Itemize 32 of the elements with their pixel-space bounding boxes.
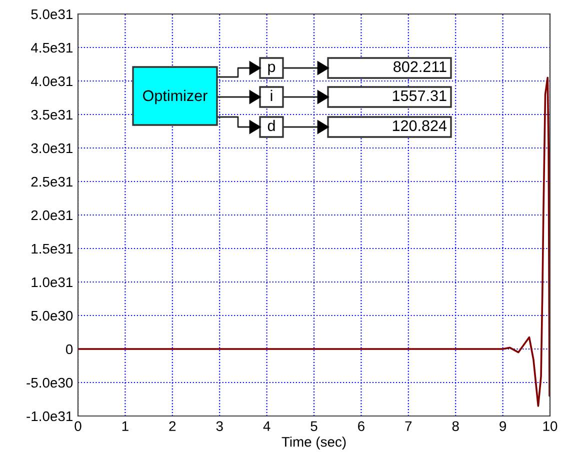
x-tick-label: 9 [500,421,506,432]
x-tick-label: 0 [74,421,82,432]
y-tick-label: 4.5e31 [30,42,72,53]
y-tick-label: 1.5e31 [32,244,72,254]
annotation: i [270,90,272,101]
x-tick-label: 4 [263,421,270,431]
x-tick-label: 3 [216,421,223,432]
y-tick-label: 4.0e31 [30,76,72,86]
y-tick-label: 2.0e31 [31,210,72,220]
x-tick-label: 1 [122,421,128,431]
y-tick-label: 1.0e31 [32,277,72,288]
annotation: 1557.31 [392,90,446,102]
x-tick-label: 5 [310,421,318,432]
y-tick-label: 0 [66,344,73,354]
y-tick-label: 3.0e31 [31,143,72,154]
x-axis-title: Time (sec) [282,436,346,450]
y-tick-label: 2.5e31 [31,176,72,187]
y-tick-label: -1.0e31 [26,411,72,422]
y-tick-label: -5.0e30 [26,378,73,388]
annotation: Optimizer [143,90,208,104]
x-tick-label: 2 [169,421,176,431]
y-tick-label: 5.0e30 [31,310,73,321]
annotation: d [268,120,275,132]
annotation: p [268,64,276,76]
x-tick-label: 8 [452,421,459,432]
annotation: 120.824 [392,120,447,132]
x-tick-label: 7 [405,421,412,431]
x-tick-label: 6 [358,421,364,432]
x-tick-label: 10 [543,421,558,432]
y-tick-label: 3.5e31 [31,110,72,120]
annotation: 802.211 [394,61,446,72]
y-tick-label: 5.0e31 [31,9,72,20]
